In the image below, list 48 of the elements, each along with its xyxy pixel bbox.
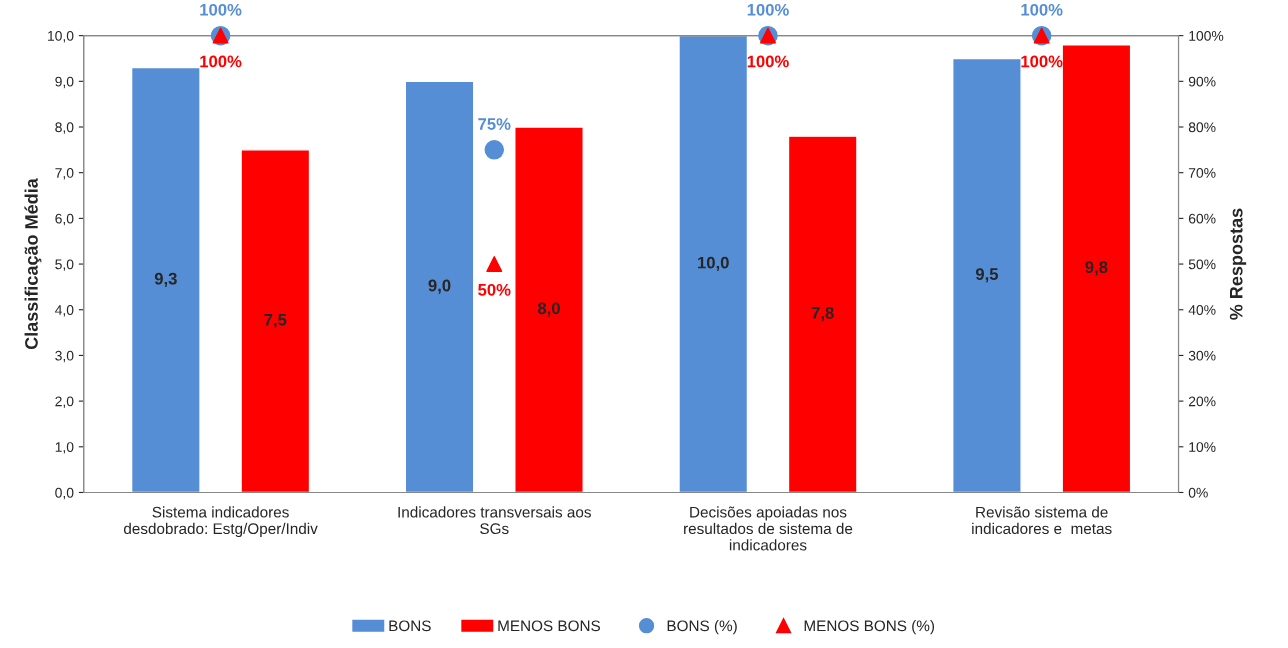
data-label: 100%: [747, 3, 789, 16]
y-tick-label: 8,0: [55, 122, 74, 134]
data-label: 9,5: [975, 268, 999, 283]
y2-axis-title: % Respostas: [1229, 208, 1247, 320]
data-label: 9,8: [1085, 261, 1108, 276]
data-label: 100%: [200, 3, 242, 16]
data-label: 100%: [1021, 55, 1063, 68]
y2-tick-label: 90%: [1188, 76, 1216, 87]
data-label: 7,5: [264, 314, 287, 329]
y-tick-label: 9,0: [55, 76, 74, 89]
y2-tick-label: 40%: [1188, 305, 1216, 315]
y-tick-label: 3,0: [55, 350, 74, 363]
legend-label: BONS (%): [667, 620, 737, 635]
y-tick-label: 10,0: [48, 30, 74, 43]
data-label: 8,0: [537, 302, 560, 317]
data-label: 100%: [747, 55, 789, 68]
y-tick-label: 6,0: [55, 213, 74, 226]
x-tick-label: Revisão sistema de indicadores e metas: [972, 506, 1112, 535]
y2-tick-label: 70%: [1188, 168, 1216, 178]
y-tick-label: 7,0: [55, 168, 74, 180]
y-tick-label: 1,0: [55, 442, 74, 454]
y2-tick-label: 50%: [1188, 259, 1216, 270]
x-tick-label: Decisões apoiadas nos resultados de sistema de indicadores: [684, 506, 853, 551]
x-tick-label: Indicadores transversais aos SGs: [398, 506, 591, 535]
y2-tick-label: 100%: [1189, 30, 1224, 41]
data-label: 7,8: [811, 306, 834, 322]
y-axis-title: Classificação Média: [24, 178, 42, 350]
legend-label: BONS: [389, 620, 431, 632]
y-tick-label: 2,0: [55, 396, 74, 408]
data-label: 9,3: [154, 272, 177, 287]
y2-tick-label: 0%: [1188, 487, 1208, 498]
data-label: 9,0: [428, 279, 451, 294]
data-label: 10,0: [698, 256, 729, 271]
data-label: 50%: [478, 283, 511, 296]
y2-tick-label: 30%: [1188, 350, 1216, 361]
y2-tick-label: 60%: [1188, 213, 1216, 224]
legend-label: MENOS BONS (%): [804, 620, 935, 635]
y2-tick-label: 20%: [1188, 396, 1216, 407]
y-tick-label: 4,0: [55, 305, 74, 317]
x-tick-label: Sistema indicadores desdobrado: Estg/Oper/Indiv: [123, 506, 318, 538]
y2-tick-label: 80%: [1188, 122, 1216, 133]
data-label: 100%: [200, 55, 242, 68]
data-label: 100%: [1021, 3, 1063, 16]
y-tick-label: 5,0: [55, 259, 74, 271]
y2-tick-label: 10%: [1189, 442, 1216, 452]
data-label: 75%: [478, 118, 511, 130]
legend-label: MENOS BONS: [498, 620, 601, 632]
y-tick-label: 0,0: [55, 487, 74, 500]
